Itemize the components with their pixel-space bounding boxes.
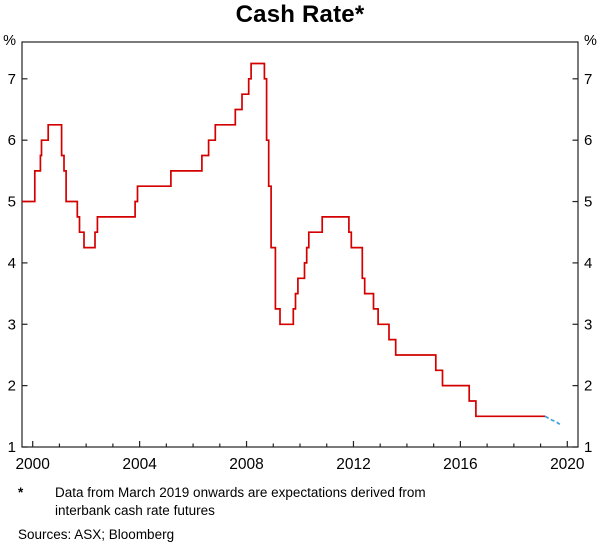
chart-series — [22, 62, 561, 426]
footnote-text: Data from March 2019 onwards are expecta… — [55, 484, 426, 520]
footnote-line1: Data from March 2019 onwards are expecta… — [55, 485, 426, 500]
y-axis-label-left-1: 1 — [8, 439, 16, 456]
cash-rate-chart-svg: 1 1 2 2 3 3 4 4 5 5 6 6 7 7% % 2000 2004 2008 2012 2016 2020 — [3, 33, 597, 473]
footnote-marker: * — [18, 485, 24, 500]
chart-title: Cash Rate* — [235, 1, 365, 28]
y-axis-label-right-4: 4 — [584, 255, 592, 272]
x-axis-label-2016: 2016 — [443, 456, 477, 473]
y-axis-label-left-6: 6 — [8, 132, 16, 149]
y-axis-unit-right: % — [584, 33, 597, 49]
footnote: * Data from March 2019 onwards are expec… — [18, 484, 578, 520]
x-axis-label-2000: 2000 — [15, 456, 50, 473]
y-axis-label-right-3: 3 — [584, 316, 592, 333]
y-axis-label-right-6: 6 — [584, 132, 592, 149]
y-axis-label-right-2: 2 — [584, 378, 592, 395]
y-axis-unit-left: % — [3, 33, 16, 49]
y-axis-label-right-5: 5 — [584, 194, 592, 211]
x-axis-label-2012: 2012 — [336, 456, 370, 473]
y-axis-label-right-1: 1 — [584, 439, 592, 456]
plot-frame — [21, 41, 579, 448]
y-axis-label-left-4: 4 — [8, 255, 16, 272]
y-axis-label-right-7: 7 — [584, 71, 592, 88]
y-axis-label-left-7: 7 — [8, 71, 16, 88]
cash-rate-line — [22, 62, 546, 418]
sources: Sources: ASX; Bloomberg — [18, 527, 175, 542]
x-axis-label-2008: 2008 — [229, 456, 263, 473]
y-axis-label-left-5: 5 — [8, 194, 16, 211]
footnote-line2: interbank cash rate futures — [55, 503, 215, 518]
chart-labels: 1 1 2 2 3 3 4 4 5 5 6 6 7 7% % 2000 2004 2008 2012 2016 2020 — [3, 33, 597, 473]
expectations-line — [544, 415, 561, 426]
x-axis-label-2020: 2020 — [550, 456, 585, 473]
chart-axes — [21, 41, 579, 448]
y-axis-label-left-3: 3 — [8, 316, 16, 333]
x-axis-label-2004: 2004 — [122, 456, 157, 473]
y-axis-label-left-2: 2 — [8, 378, 16, 395]
